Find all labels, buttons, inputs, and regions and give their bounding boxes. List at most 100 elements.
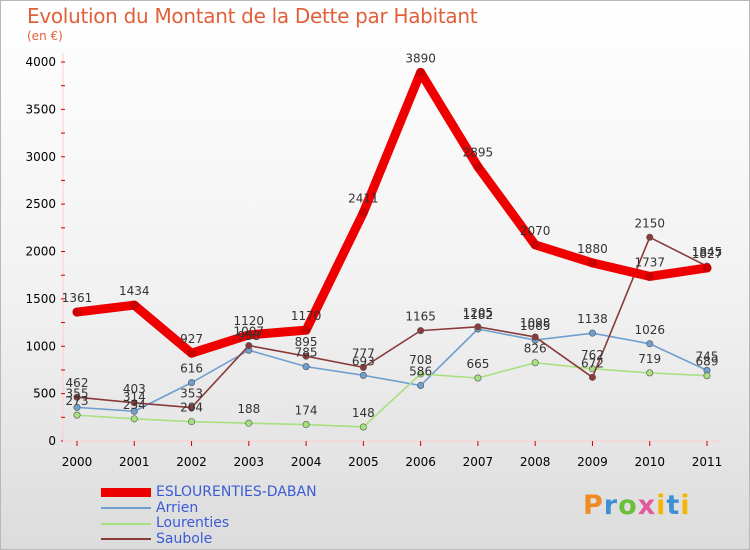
data-label: 1845 — [692, 245, 723, 259]
data-label: 1026 — [634, 323, 665, 337]
data-point — [245, 419, 253, 427]
data-label: 355 — [66, 386, 89, 400]
data-point — [301, 325, 311, 335]
data-label: 1165 — [405, 310, 436, 324]
data-point — [531, 333, 539, 341]
data-point — [531, 359, 539, 367]
data-point — [417, 327, 425, 335]
data-point — [129, 300, 139, 310]
data-point — [130, 415, 138, 423]
data-point — [72, 307, 82, 317]
logo-letter: i — [680, 490, 691, 521]
data-label: 689 — [696, 355, 719, 369]
data-label: 1205 — [463, 306, 494, 320]
logo-letter: r — [603, 490, 619, 521]
x-tick-label: 2000 — [62, 455, 93, 469]
data-point — [73, 403, 81, 411]
x-tick-label: 2002 — [176, 455, 207, 469]
x-tick-label: 2009 — [577, 455, 608, 469]
y-tick-label: 2500 — [25, 197, 56, 211]
data-label: 1170 — [291, 309, 322, 323]
proxiti-logo: Proxiti — [583, 490, 691, 521]
data-label: 672 — [581, 356, 604, 370]
legend-item: ESLOURENTIES-DABAN — [101, 484, 317, 501]
data-label: 958 — [237, 329, 260, 343]
y-tick-label: 1000 — [25, 339, 56, 353]
chart-title: Evolution du Montant de la Dette par Hab… — [27, 4, 478, 28]
data-label: 2070 — [520, 224, 551, 238]
data-point — [646, 233, 654, 241]
legend-item: Lourenties — [101, 515, 317, 532]
data-label: 1737 — [634, 255, 665, 269]
data-label: 745 — [696, 349, 719, 363]
legend-label: ESLOURENTIES-DABAN — [156, 484, 317, 500]
data-label: 826 — [524, 342, 547, 356]
logo-letter: t — [666, 490, 681, 521]
data-label: 665 — [466, 357, 489, 371]
data-label: 616 — [180, 362, 203, 376]
x-tick-label: 2010 — [634, 455, 665, 469]
legend-label: Saubole — [156, 530, 213, 547]
x-tick-label: 2001 — [119, 455, 150, 469]
legend-label: Lourenties — [156, 515, 230, 531]
legend-item: Saubole — [101, 530, 317, 548]
data-point — [359, 423, 367, 431]
data-point — [188, 404, 196, 412]
logo-letter: i — [656, 490, 667, 521]
data-point — [703, 372, 711, 380]
legend-swatch — [101, 522, 151, 525]
data-label: 1827 — [692, 247, 723, 261]
legend-swatch — [101, 488, 151, 498]
data-label: 1138 — [577, 312, 608, 326]
data-point — [188, 379, 196, 387]
y-tick-label: 3500 — [25, 102, 56, 116]
data-label: 586 — [409, 364, 432, 378]
data-point — [588, 329, 596, 337]
data-point — [646, 369, 654, 377]
data-label: 719 — [638, 352, 661, 366]
data-point — [416, 67, 426, 77]
y-tick-label: 1500 — [25, 292, 56, 306]
x-tick-label: 2003 — [234, 455, 265, 469]
data-point — [702, 263, 712, 273]
data-label: 3890 — [405, 51, 436, 65]
data-label: 234 — [123, 398, 146, 412]
data-point — [358, 208, 368, 218]
data-point — [187, 348, 197, 358]
x-tick-label: 2005 — [348, 455, 379, 469]
legend-swatch — [101, 538, 151, 541]
data-point — [245, 342, 253, 350]
data-point — [530, 240, 540, 250]
data-label: 403 — [123, 382, 146, 396]
data-point — [244, 330, 254, 340]
legend-item: Arrien — [101, 499, 317, 517]
x-tick-label: 2011 — [692, 455, 723, 469]
y-tick-label: 2000 — [25, 245, 56, 259]
logo-letter: P — [583, 490, 604, 521]
data-label: 1007 — [234, 325, 265, 339]
x-tick-label: 2008 — [520, 455, 551, 469]
y-tick-label: 4000 — [25, 55, 56, 69]
x-tick-label: 2007 — [463, 455, 494, 469]
data-label: 353 — [180, 387, 203, 401]
data-point — [302, 352, 310, 360]
data-point — [302, 421, 310, 429]
data-point — [359, 371, 367, 379]
data-label: 204 — [180, 401, 203, 415]
data-label: 2411 — [348, 192, 379, 206]
y-tick-label: 3000 — [25, 150, 56, 164]
series-line-arrien — [76, 328, 708, 413]
legend-label: Arrien — [156, 499, 199, 516]
series-line-lourenties — [76, 361, 708, 428]
series-line-eslourenties-daban — [72, 67, 712, 358]
data-point — [645, 271, 655, 281]
data-point — [417, 381, 425, 389]
data-label: 273 — [66, 394, 89, 408]
data-label: 1098 — [520, 316, 551, 330]
data-label: 1880 — [577, 242, 608, 256]
y-tick-label: 500 — [33, 387, 56, 401]
data-label: 762 — [581, 348, 604, 362]
data-label: 1361 — [62, 291, 93, 305]
data-label: 2150 — [634, 216, 665, 230]
